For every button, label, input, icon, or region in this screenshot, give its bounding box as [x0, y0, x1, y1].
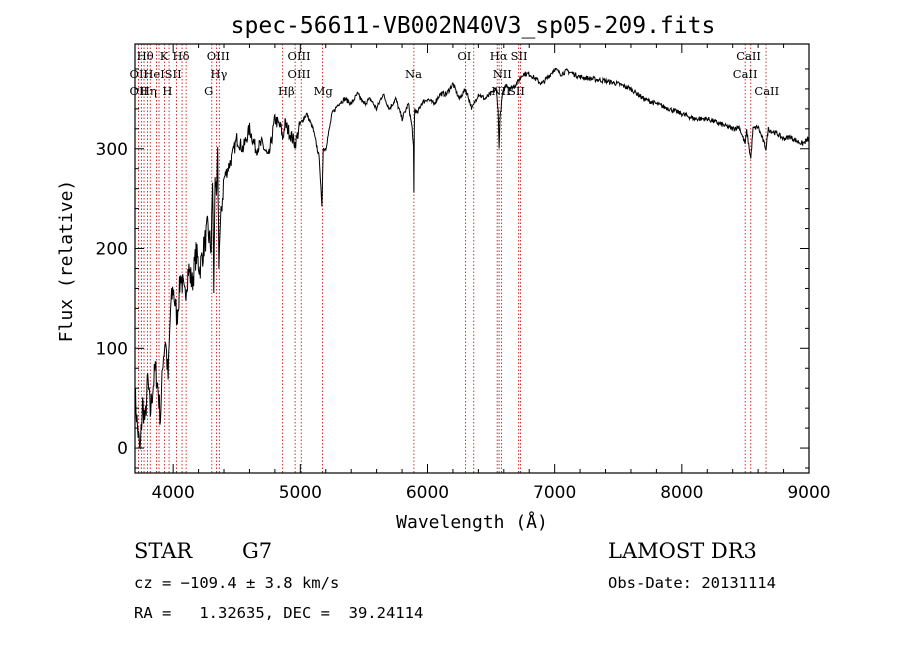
line-label: Hα	[490, 49, 508, 63]
line-label: H	[162, 84, 172, 98]
y-tick-label-200: 200	[96, 240, 128, 260]
coordinates: RA = 1.32635, DEC = 39.24114	[134, 604, 424, 622]
obs-date: Obs-Date: 20131114	[608, 574, 776, 592]
line-label: NII	[493, 67, 512, 81]
x-tick-label-8000: 8000	[660, 483, 703, 503]
object-subclass: G7	[242, 539, 273, 563]
plot-frame	[134, 43, 810, 474]
line-label: CaII	[736, 49, 761, 63]
x-tick-label-9000: 9000	[787, 483, 830, 503]
line-label: SII	[508, 84, 525, 98]
line-label: NII	[491, 84, 510, 98]
x-tick-label-5000: 5000	[279, 483, 322, 503]
line-label: Hγ	[210, 67, 227, 81]
line-label: SII	[165, 67, 182, 81]
line-label: OI	[457, 49, 471, 63]
line-label: HeI	[143, 67, 164, 81]
x-tick-label-7000: 7000	[533, 483, 576, 503]
line-label: OIII	[288, 49, 311, 63]
line-label: Hβ	[278, 84, 295, 98]
y-tick-label-100: 100	[96, 339, 128, 359]
line-label: CaII	[754, 84, 779, 98]
y-tick-label-0: 0	[117, 439, 128, 459]
x-tick-label-6000: 6000	[406, 483, 449, 503]
line-label: Na	[405, 67, 422, 81]
line-label: Hθ	[137, 49, 154, 63]
line-label: Mg	[314, 84, 334, 98]
line-label: Hη	[140, 84, 157, 98]
spectrum-line	[134, 67, 810, 450]
survey-name: LAMOST DR3	[608, 539, 757, 563]
line-label: CaII	[733, 67, 758, 81]
line-label: OII	[130, 67, 149, 81]
chart-title: spec-56611-VB002N40V3_sp05-209.fits	[231, 13, 716, 39]
line-label: OIII	[288, 67, 311, 81]
object-class: STAR	[134, 539, 193, 563]
x-axis: 4000 5000 6000 7000 8000 9000	[152, 44, 831, 503]
redshift-readout: cz = −109.4 ± 3.8 km/s	[134, 574, 340, 592]
line-label: K	[160, 49, 169, 63]
y-tick-label-300: 300	[96, 140, 128, 160]
x-axis-label: Wavelength (Å)	[396, 511, 548, 533]
y-axis: 0 100 200 300	[96, 68, 809, 469]
line-label: G	[204, 84, 213, 98]
line-label: Hδ	[173, 49, 190, 63]
line-label: OIII	[207, 49, 230, 63]
spectrum-series	[134, 67, 810, 450]
emission-line-markers	[138, 44, 767, 473]
x-tick-label-4000: 4000	[152, 483, 195, 503]
line-label: SII	[511, 49, 528, 63]
line-label: OII	[130, 84, 149, 98]
y-axis-label: Flux (relative)	[56, 180, 77, 343]
